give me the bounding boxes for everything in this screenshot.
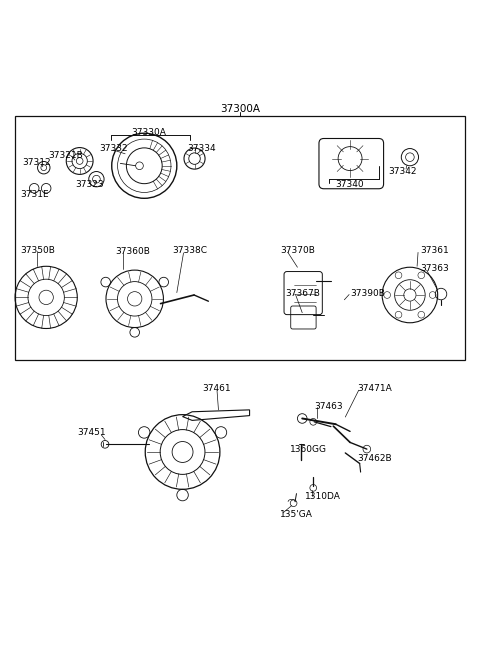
Text: 37462B: 37462B (357, 454, 392, 463)
Text: 37360B: 37360B (116, 248, 150, 256)
Text: 37370B: 37370B (281, 246, 315, 256)
Text: 37334: 37334 (187, 144, 216, 152)
Text: 37390B: 37390B (350, 288, 385, 298)
Text: 1360GG: 1360GG (290, 445, 327, 453)
Text: 37367B: 37367B (286, 288, 320, 298)
Text: 37350B: 37350B (20, 246, 55, 254)
Text: 37451: 37451 (77, 428, 106, 438)
Text: 1310DA: 1310DA (305, 493, 340, 501)
Text: 135'GA: 135'GA (280, 510, 312, 518)
Text: 37330A: 37330A (132, 127, 167, 137)
Text: 37312: 37312 (22, 158, 51, 168)
Text: 37363: 37363 (420, 264, 449, 273)
Text: 37471A: 37471A (357, 384, 392, 393)
Text: 37342: 37342 (388, 166, 417, 175)
Text: 37321B: 37321B (48, 150, 83, 160)
Text: 37323: 37323 (75, 181, 104, 189)
Text: 37300A: 37300A (220, 104, 260, 114)
Text: 37340: 37340 (336, 181, 364, 189)
Text: 37463: 37463 (314, 401, 343, 411)
Bar (15, 116, 465, 359)
Text: 3731E: 3731E (20, 189, 48, 198)
Text: 37361: 37361 (420, 246, 449, 256)
Text: 37461: 37461 (203, 384, 231, 394)
Text: 37338C: 37338C (172, 246, 207, 256)
Text: 37332: 37332 (99, 144, 128, 152)
